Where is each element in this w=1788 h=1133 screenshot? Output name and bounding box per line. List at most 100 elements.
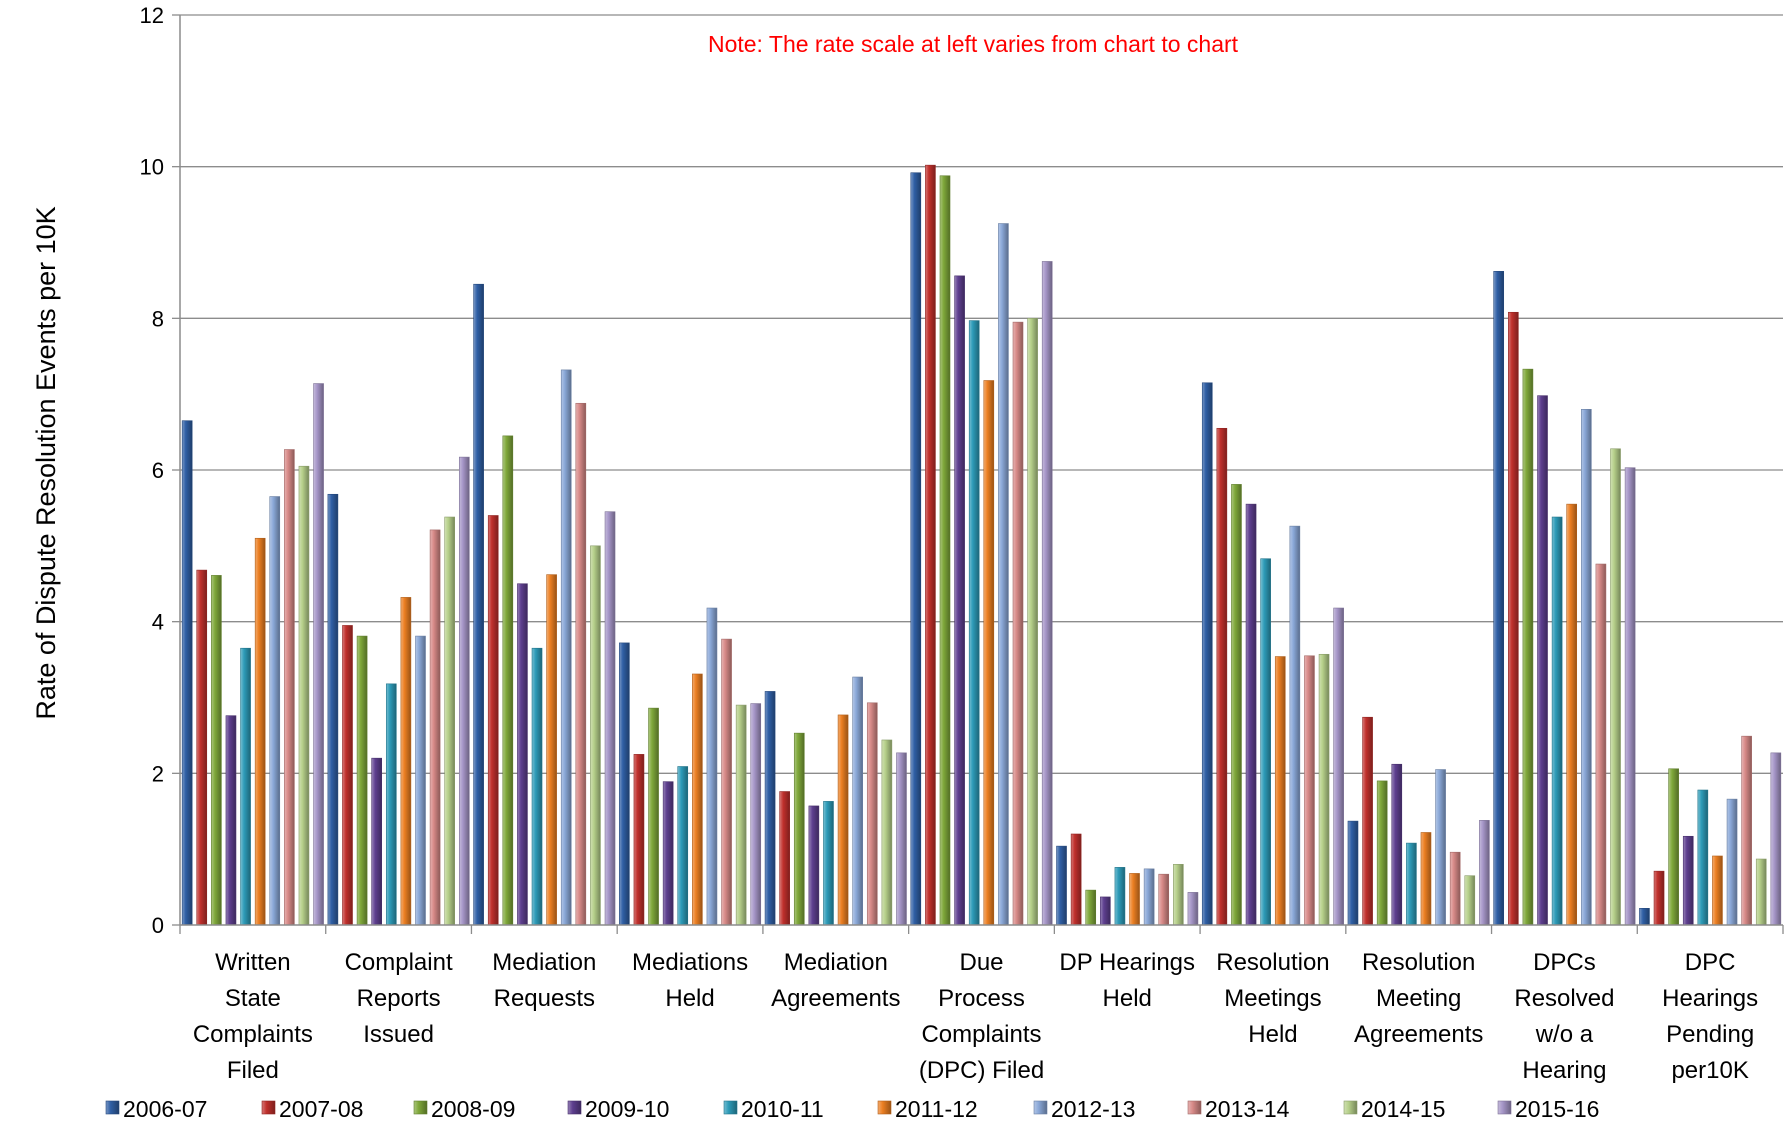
y-tick-label: 2 xyxy=(152,761,164,786)
chart-note: Note: The rate scale at left varies from… xyxy=(708,31,1239,57)
legend-swatch xyxy=(723,1100,738,1115)
y-axis-label: Rate of Dispute Resolution Events per 10… xyxy=(31,206,61,719)
legend-item-2013-14: 2013-14 xyxy=(1187,1096,1290,1122)
bar-2009-10-2 xyxy=(371,757,382,926)
legend-item-2015-16: 2015-16 xyxy=(1497,1096,1599,1122)
bar-2011-12-4 xyxy=(692,673,703,926)
bar-2011-12-8 xyxy=(1274,656,1286,926)
bar-2006-07-9 xyxy=(1347,820,1359,926)
legend-label: 2006-07 xyxy=(123,1096,207,1122)
bar-2012-13-10 xyxy=(1581,409,1592,926)
category-label: Mediation Requests xyxy=(492,949,596,1012)
category-label: Complaint Reports Issued xyxy=(345,949,453,1048)
bar-2013-14-2 xyxy=(429,529,441,926)
bar-2014-15-1 xyxy=(298,465,310,926)
bar-2014-15-8 xyxy=(1318,653,1330,926)
category-label: Written State Complaints Filed xyxy=(193,949,313,1084)
bar-2015-16-11 xyxy=(1770,752,1782,926)
bar-2013-14-3 xyxy=(575,402,587,926)
y-tick-label: 12 xyxy=(140,3,164,28)
bar-2007-08-9 xyxy=(1362,716,1373,926)
legend-swatch xyxy=(413,1100,428,1115)
bar-2013-14-11 xyxy=(1741,735,1752,926)
legend-item-2011-12: 2011-12 xyxy=(877,1096,978,1122)
bar-2007-08-10 xyxy=(1508,311,1519,926)
category-label: Resolution Meetings Held xyxy=(1216,949,1329,1048)
category-label: Mediation Agreements xyxy=(771,949,900,1012)
bar-2006-07-8 xyxy=(1201,382,1213,926)
bar-2007-08-1 xyxy=(196,569,208,926)
bar-2011-12-3 xyxy=(546,574,557,926)
bar-2010-11-10 xyxy=(1551,516,1563,926)
bar-2015-16-7 xyxy=(1187,892,1199,926)
legend-label: 2011-12 xyxy=(895,1096,978,1122)
bar-2010-11-3 xyxy=(531,647,543,926)
bar-2015-16-8 xyxy=(1333,607,1344,926)
bar-2009-10-6 xyxy=(954,275,965,926)
bar-2007-08-4 xyxy=(633,754,645,926)
bar-2014-15-4 xyxy=(735,704,747,926)
legend-swatch xyxy=(1033,1100,1048,1115)
bar-2012-13-4 xyxy=(706,607,718,926)
bar-2010-11-2 xyxy=(385,683,397,926)
bar-2011-12-9 xyxy=(1420,832,1432,926)
legend: 2006-07 2007-08 2008-09 2009-10 2010-11 2011-… xyxy=(105,1096,1599,1122)
bar-2013-14-4 xyxy=(721,638,732,926)
bar-2008-09-3 xyxy=(502,435,514,926)
bar-2013-14-6 xyxy=(1012,321,1024,926)
axes xyxy=(179,15,1784,934)
legend-label: 2010-11 xyxy=(741,1096,824,1122)
category-label: DPCs Resolved w/o a Hearing xyxy=(1514,949,1614,1084)
bar-2010-11-5 xyxy=(823,801,834,926)
bar-2012-13-8 xyxy=(1289,525,1301,926)
bar-2008-09-9 xyxy=(1376,780,1388,926)
bar-2014-15-5 xyxy=(881,739,893,926)
legend-swatch xyxy=(877,1100,892,1115)
bar-2009-10-7 xyxy=(1100,896,1111,926)
bar-2009-10-8 xyxy=(1245,503,1257,926)
bar-2008-09-4 xyxy=(648,707,659,926)
bar-2010-11-1 xyxy=(240,647,251,926)
bar-2009-10-11 xyxy=(1682,835,1694,926)
bar-2013-14-10 xyxy=(1595,563,1607,926)
bar-2007-08-7 xyxy=(1070,833,1082,926)
bar-2013-14-8 xyxy=(1304,655,1315,926)
bar-2009-10-10 xyxy=(1537,395,1548,926)
bar-2008-09-2 xyxy=(356,635,368,926)
category-label: Due Process Complaints (DPC) Filed xyxy=(919,949,1044,1084)
legend-item-2010-11: 2010-11 xyxy=(723,1096,824,1122)
legend-item-2012-13: 2012-13 xyxy=(1033,1096,1135,1122)
bar-2014-15-9 xyxy=(1464,875,1476,926)
y-tick-label: 8 xyxy=(152,306,164,331)
bar-2011-12-11 xyxy=(1712,855,1723,926)
bar-2014-15-10 xyxy=(1610,448,1621,926)
bar-2014-15-7 xyxy=(1173,864,1184,926)
bar-2013-14-9 xyxy=(1449,851,1461,926)
bar-2011-12-10 xyxy=(1566,503,1578,926)
bar-2008-09-5 xyxy=(793,732,805,926)
y-tick-label: 10 xyxy=(140,155,164,180)
bar-2006-07-5 xyxy=(764,691,776,926)
bar-2006-07-7 xyxy=(1056,845,1067,926)
legend-label: 2015-16 xyxy=(1515,1096,1599,1122)
bar-2015-16-4 xyxy=(750,703,762,926)
bar-2015-16-6 xyxy=(1041,261,1053,926)
bar-2008-09-6 xyxy=(939,175,951,926)
bar-2010-11-9 xyxy=(1406,842,1417,926)
legend-label: 2008-09 xyxy=(431,1096,515,1122)
bar-2009-10-5 xyxy=(808,805,820,926)
bar-2011-12-2 xyxy=(400,597,412,926)
bar-2007-08-5 xyxy=(779,791,790,926)
legend-label: 2013-14 xyxy=(1205,1096,1290,1122)
y-tick-label: 6 xyxy=(152,458,164,483)
bar-2012-13-9 xyxy=(1435,769,1446,926)
legend-swatch xyxy=(261,1100,276,1115)
bar-2006-07-4 xyxy=(619,642,630,926)
bar-2010-11-8 xyxy=(1260,558,1271,926)
y-tick-label: 4 xyxy=(152,610,164,635)
bar-2011-12-7 xyxy=(1129,873,1140,926)
legend-swatch xyxy=(567,1100,582,1115)
bar-2012-13-5 xyxy=(852,676,863,926)
